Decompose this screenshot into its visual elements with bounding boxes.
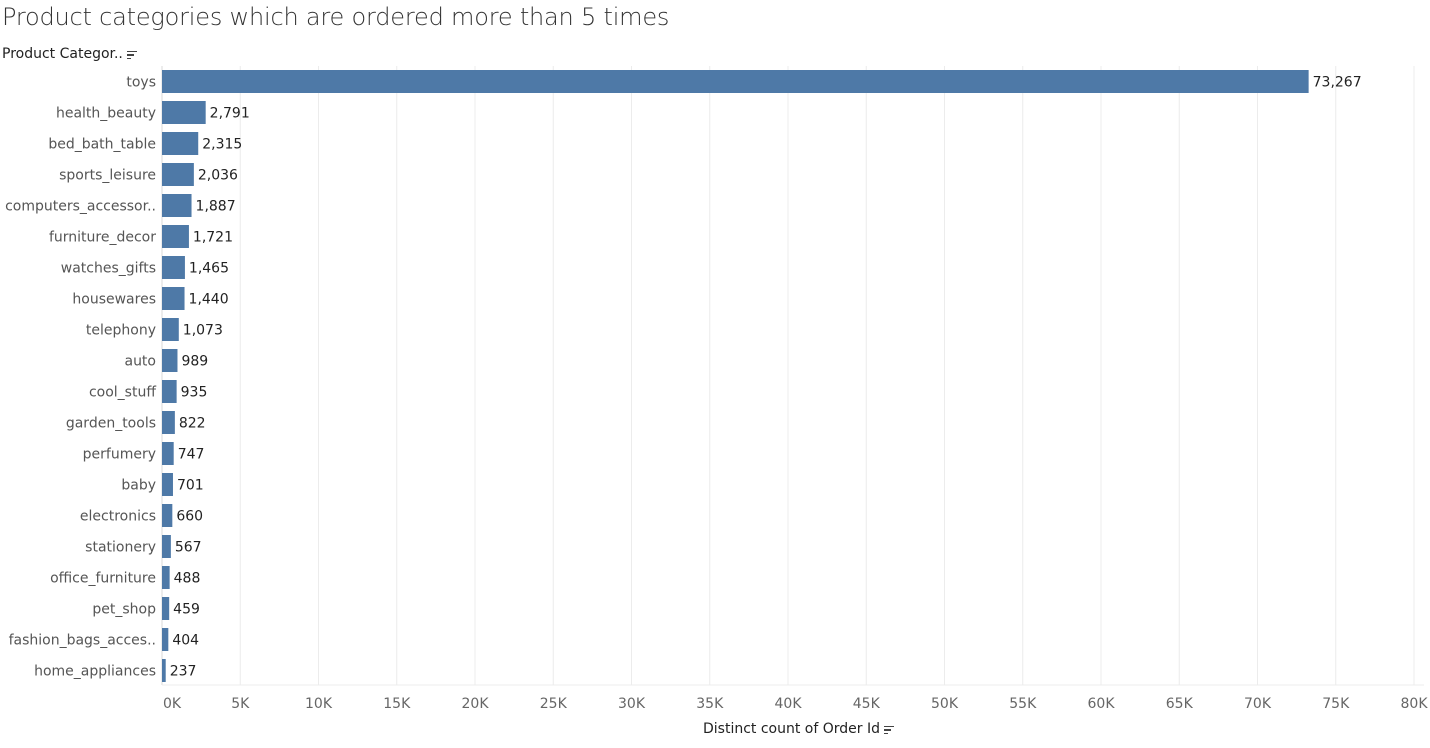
category-label: housewares [72,292,156,308]
value-label: 660 [176,509,203,525]
bar[interactable] [162,380,177,403]
value-label: 1,073 [183,323,223,339]
x-axis-label: Distinct count of Order Id [703,721,880,737]
bar[interactable] [162,70,1309,93]
category-label: toys [126,75,156,91]
category-label: home_appliances [34,664,156,680]
value-label: 488 [174,571,201,587]
chart-title: Product categories which are ordered mor… [2,3,670,31]
value-label: 1,721 [193,230,233,246]
category-label: cool_stuff [89,385,156,401]
x-axis-title[interactable]: Distinct count of Order Id [703,721,894,737]
x-tick-label: 80K [1401,696,1429,712]
x-tick-label: 15K [383,696,411,712]
category-label: stationery [85,540,156,556]
x-tick-label: 5K [231,696,250,712]
x-tick-label: 35K [696,696,724,712]
value-label: 1,465 [189,261,229,277]
bar[interactable] [162,225,189,248]
bar[interactable] [162,504,173,527]
x-tick-label: 0K [163,696,182,712]
category-label: baby [121,478,156,494]
value-label: 935 [181,385,208,401]
value-label: 1,440 [189,292,229,308]
bars [162,70,1309,682]
bar[interactable] [162,349,178,372]
value-label: 404 [172,633,199,649]
x-tick-label: 60K [1088,696,1116,712]
category-label: perfumery [83,447,156,463]
x-tick-label: 55K [1009,696,1037,712]
x-tick-label: 20K [462,696,490,712]
category-label: health_beauty [56,106,156,122]
sort-icon[interactable] [126,50,137,60]
row-header-label: Product Categor.. [2,46,123,62]
category-label: garden_tools [66,416,156,432]
bar[interactable] [162,132,199,155]
value-label: 2,036 [198,168,238,184]
x-tick-label: 75K [1322,696,1350,712]
bar[interactable] [162,287,185,310]
category-label: fashion_bags_acces.. [9,633,156,649]
bar[interactable] [162,442,174,465]
value-label: 701 [177,478,204,494]
bar[interactable] [162,628,169,651]
x-tick-label: 50K [931,696,959,712]
x-tick-label: 40K [775,696,803,712]
x-axis-ticks: 0K 5K 10K 15K 20K 25K 30K 35K 40K 45K 50K 55K 60K 65K… [163,696,1428,712]
sort-icon[interactable] [884,725,894,735]
category-label: auto [124,354,156,370]
x-tick-label: 25K [540,696,568,712]
category-label: watches_gifts [61,261,156,277]
bar[interactable] [162,411,175,434]
bar[interactable] [162,659,166,682]
category-label: pet_shop [92,602,156,618]
bar[interactable] [162,318,179,341]
value-label: 567 [175,540,202,556]
value-labels: 73,267 2,791 2,315 2,036 1,887 1,721 1,465 1,44… [170,75,1362,680]
value-label: 459 [173,602,200,618]
value-label: 237 [170,664,197,680]
value-label: 989 [181,354,208,370]
gridlines [161,66,1424,686]
category-label: office_furniture [50,571,156,587]
bar[interactable] [162,473,173,496]
value-label: 822 [179,416,206,432]
bar[interactable] [162,597,170,620]
bar[interactable] [162,566,170,589]
x-tick-label: 45K [853,696,881,712]
bar[interactable] [162,163,194,186]
category-label: telephony [86,323,156,339]
category-label: electronics [80,509,156,525]
category-label: sports_leisure [59,168,156,184]
value-label: 747 [178,447,205,463]
bar[interactable] [162,194,192,217]
x-tick-label: 10K [305,696,333,712]
category-label: furniture_decor [49,230,156,246]
category-label: computers_accessor.. [5,199,156,215]
bar[interactable] [162,535,171,558]
bar[interactable] [162,101,206,124]
x-tick-label: 65K [1166,696,1194,712]
value-label: 2,791 [210,106,250,122]
category-label: bed_bath_table [48,137,156,153]
value-label: 1,887 [196,199,236,215]
category-labels: toys health_beauty bed_bath_table sports_le… [5,75,156,680]
row-header[interactable]: Product Categor.. [2,46,137,62]
value-label: 2,315 [202,137,242,153]
x-tick-label: 30K [618,696,646,712]
value-label: 73,267 [1313,75,1362,91]
bar[interactable] [162,256,185,279]
x-tick-label: 70K [1244,696,1272,712]
